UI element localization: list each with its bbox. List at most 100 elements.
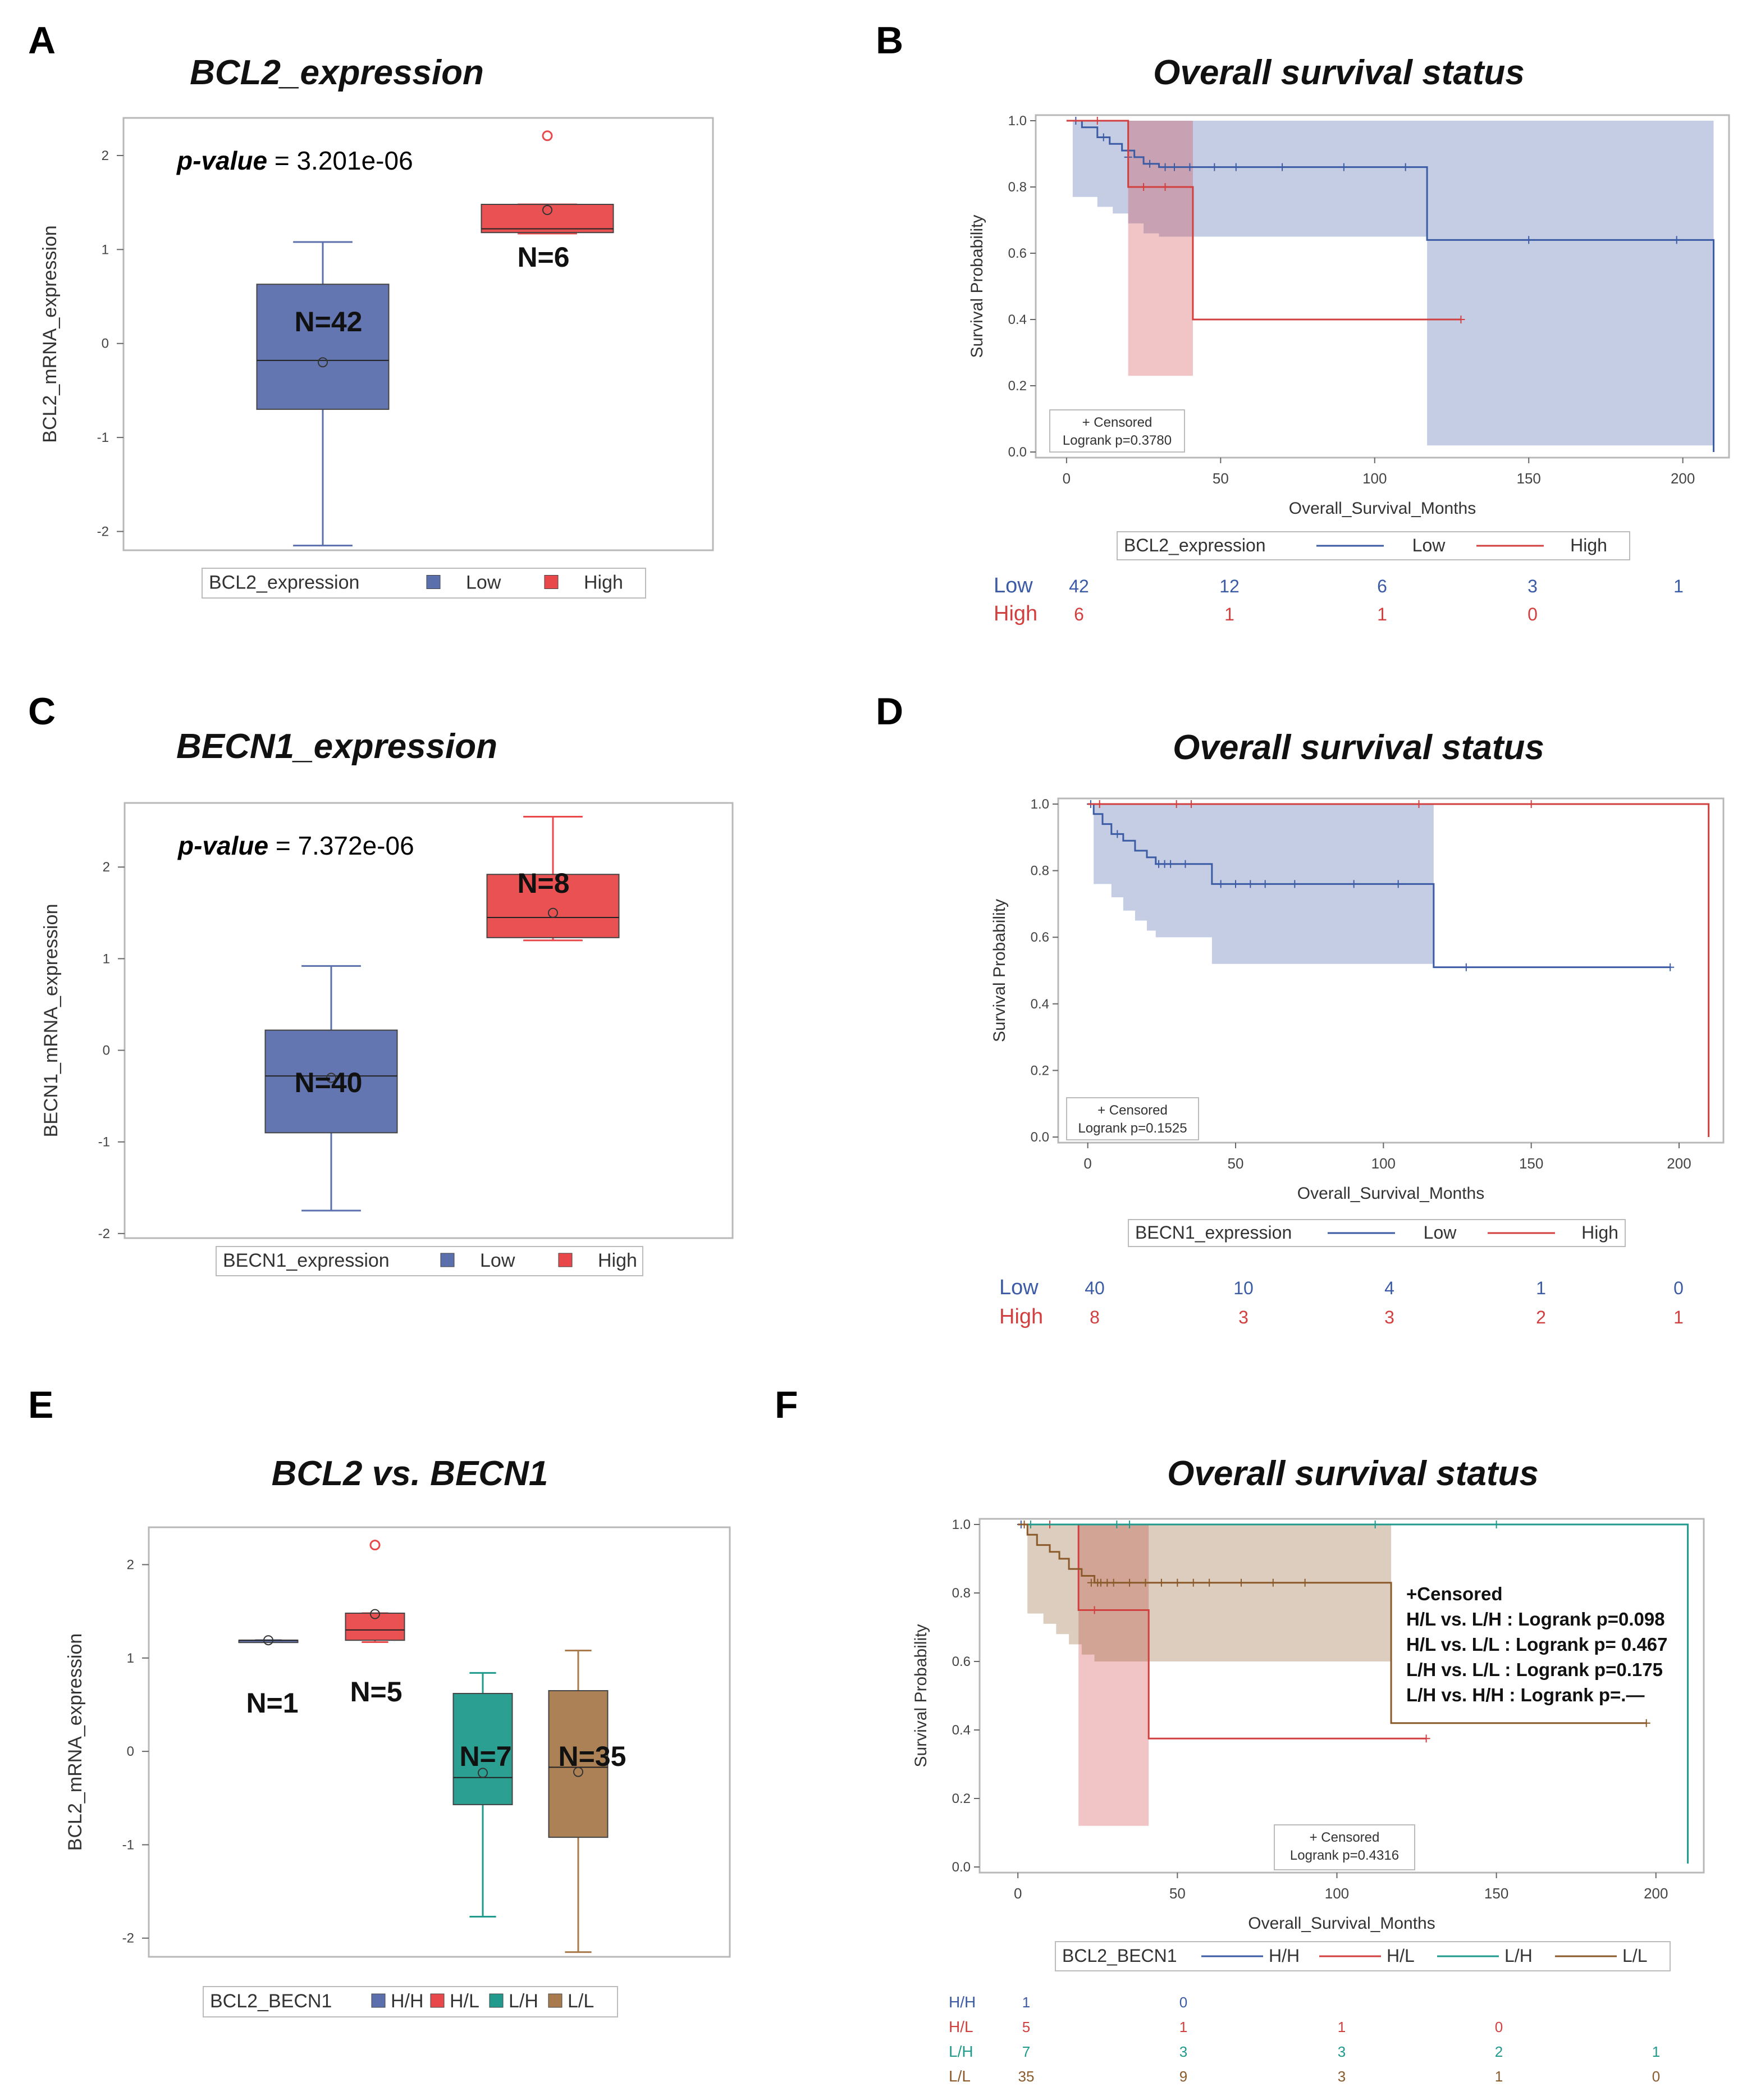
censor-mark	[1301, 1578, 1309, 1587]
x-tick-label: 100	[1362, 470, 1387, 487]
risk-count: 1	[1179, 2019, 1187, 2035]
censor-mark	[1422, 1734, 1430, 1743]
chart-title: Overall survival status	[1153, 53, 1525, 92]
x-tick-label: 100	[1371, 1155, 1396, 1172]
comparison-annotation: H/L vs. L/H : Logrank p=0.098	[1406, 1609, 1665, 1629]
panel-B: B Overall survival status 0.0 0.2 0.4 0.6 0.8 1…	[876, 19, 1730, 626]
plot-frame	[148, 1526, 731, 1958]
censor-mark	[1167, 860, 1175, 868]
risk-count: 3	[1338, 2068, 1346, 2085]
censor-mark	[1109, 1578, 1118, 1587]
x-tick-label: 0	[1083, 1155, 1091, 1172]
y-tick-label: 0.0	[952, 1860, 971, 1875]
box-iqr	[548, 1690, 609, 1838]
y-tick-label: 0.0	[1031, 1130, 1049, 1145]
censor-legend-label: + Censored	[1082, 415, 1153, 430]
censor-mark	[1401, 163, 1410, 171]
survival-curve-L/H	[1018, 1523, 1689, 1864]
censor-mark	[1181, 860, 1190, 868]
x-axis-label: Overall_Survival_Months	[1289, 499, 1476, 518]
censor-mark	[1278, 163, 1287, 171]
censor-legend-box	[1066, 1097, 1199, 1140]
risk-count: 3	[1338, 2043, 1346, 2060]
confidence-band-Low	[1072, 121, 1714, 446]
legend-swatch	[440, 1253, 455, 1267]
y-tick-label: 1	[102, 242, 109, 257]
logrank-label: Logrank p=0.1525	[1078, 1121, 1187, 1136]
censor-mark	[1237, 1578, 1245, 1587]
y-tick-label: 2	[103, 860, 110, 875]
legend-title: BECN1_expression	[1135, 1222, 1292, 1243]
box-iqr	[264, 1029, 398, 1134]
x-tick-label: 50	[1228, 1155, 1244, 1172]
y-axis-label: Survival Probability	[968, 214, 986, 358]
risk-count: 4	[1384, 1278, 1394, 1298]
risk-count: 1	[1022, 1994, 1030, 2011]
risk-count: 1	[1536, 1278, 1546, 1298]
censor-mark	[1261, 880, 1269, 888]
censor-mark	[1672, 236, 1681, 244]
legend-swatch	[544, 575, 559, 589]
x-tick-label: 200	[1671, 470, 1695, 487]
censor-mark	[1246, 880, 1255, 888]
legend-label: Low	[466, 572, 501, 594]
y-tick-label: 1.0	[1008, 113, 1027, 129]
x-tick-label: 200	[1644, 1885, 1668, 1902]
y-axis-label: BCL2_mRNA_expression	[65, 1633, 86, 1851]
box-mean	[263, 1635, 273, 1646]
n-label: N=7	[459, 1741, 511, 1772]
censor-mark	[1170, 163, 1178, 171]
x-tick-label: 150	[1517, 470, 1541, 487]
y-tick-label: 0.8	[952, 1586, 971, 1601]
n-label: N=42	[295, 306, 363, 337]
x-axis-label: Overall_Survival_Months	[1248, 1914, 1435, 1933]
censor-mark	[1161, 183, 1169, 191]
chart-title: Overall survival status	[1173, 728, 1544, 767]
y-tick-label: 0.0	[1008, 445, 1027, 460]
n-label: N=40	[295, 1067, 363, 1098]
y-tick-label: 1	[127, 1651, 134, 1666]
risk-count: 0	[1652, 2068, 1660, 2085]
risk-count: 2	[1536, 1307, 1546, 1327]
logrank-label: Logrank p=0.3780	[1063, 433, 1172, 448]
censor-mark	[1394, 880, 1402, 888]
box-iqr	[256, 284, 390, 410]
risk-row-label: Low	[999, 1276, 1039, 1299]
confidence-band-H/L	[1078, 1524, 1149, 1826]
risk-count: 9	[1179, 2068, 1187, 2085]
legend-label: L/L	[1622, 1946, 1647, 1966]
risk-count: 3	[1179, 2043, 1187, 2060]
box-Low	[264, 965, 398, 1212]
plot-frame	[124, 802, 734, 1239]
panel-letter-B: B	[876, 19, 903, 62]
panel-letter-C: C	[28, 690, 56, 733]
risk-row-label: L/H	[949, 2043, 973, 2060]
legend-label: Low	[1412, 535, 1446, 555]
comparison-annotation: L/H vs. L/L : Logrank p=0.175	[1406, 1659, 1663, 1680]
risk-count: 3	[1238, 1307, 1248, 1327]
outlier-point	[542, 130, 553, 141]
box-L/H	[452, 1672, 513, 1918]
legend-label: L/H	[1504, 1946, 1533, 1966]
y-tick-label: 0	[103, 1043, 110, 1058]
legend-label: High	[1570, 535, 1607, 555]
legend-label: H/H	[391, 1991, 424, 2012]
risk-count: 3	[1384, 1307, 1394, 1327]
panel-letter-E: E	[28, 1384, 53, 1426]
x-axis-label: Overall_Survival_Months	[1297, 1184, 1484, 1203]
risk-count: 1	[1224, 604, 1234, 624]
censor-mark	[1157, 1578, 1165, 1587]
risk-count: 5	[1022, 2019, 1030, 2035]
censor-legend-box	[1274, 1824, 1415, 1870]
y-tick-label: -1	[122, 1837, 134, 1852]
y-axis-label: BECN1_mRNA_expression	[40, 904, 62, 1138]
censor-legend-label: + Censored	[1097, 1103, 1168, 1118]
x-tick-label: 0	[1063, 470, 1071, 487]
chart-title: BCL2_expression	[190, 53, 484, 92]
y-tick-label: 0.2	[1008, 378, 1027, 394]
censor-mark	[1172, 800, 1181, 808]
n-label: N=8	[517, 868, 569, 899]
risk-count: 8	[1090, 1307, 1100, 1327]
risk-count: 40	[1085, 1278, 1105, 1298]
